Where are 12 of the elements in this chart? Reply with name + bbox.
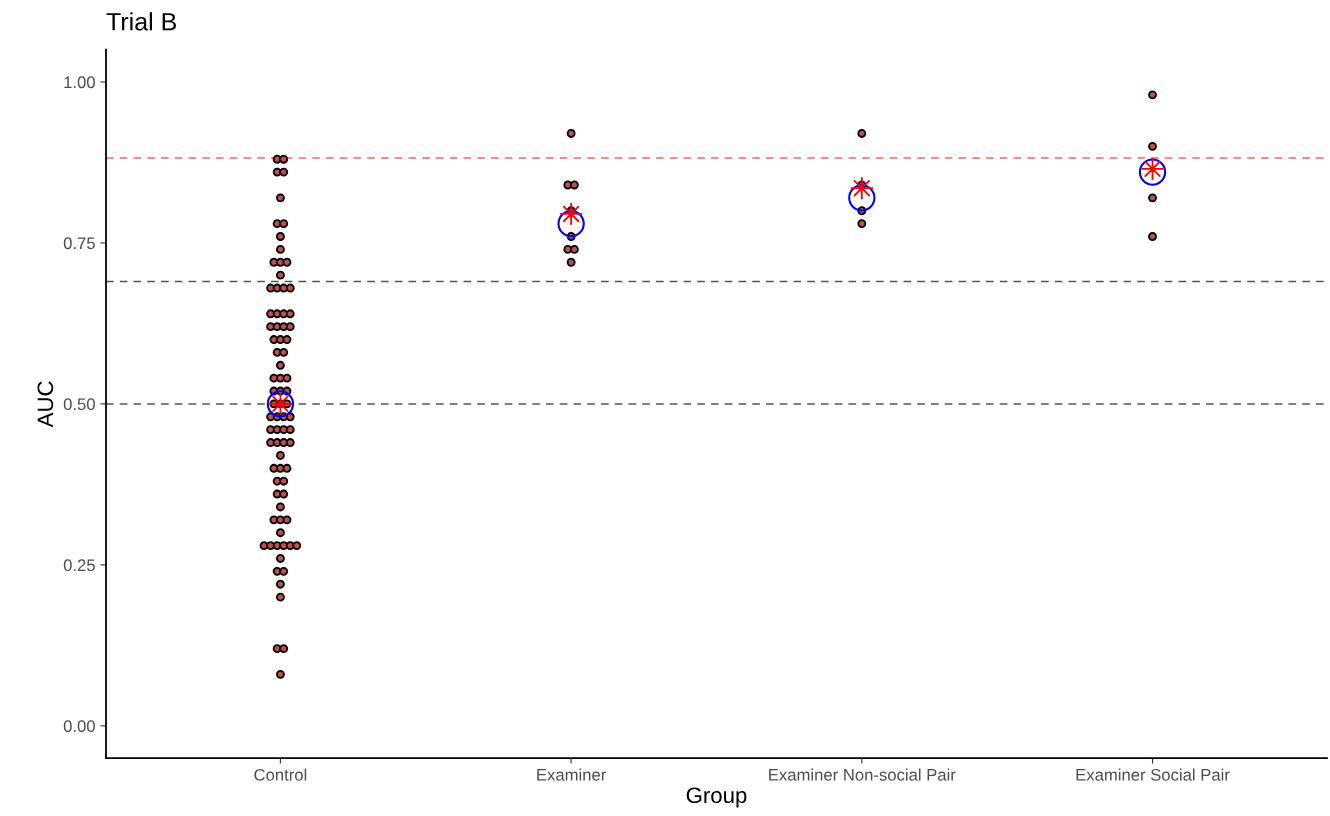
y-axis-title: AUC	[37, 381, 54, 428]
x-tick-label: Examiner	[537, 768, 607, 781]
y-tick-label: 0.25	[63, 559, 95, 572]
y-tick-label: 0.00	[63, 720, 95, 733]
x-tick-label: Control	[254, 768, 307, 781]
chart-title: Trial B	[106, 12, 176, 31]
y-tick-label: 1.00	[64, 76, 95, 89]
x-tick-label: Examiner Non-social Pair	[769, 768, 956, 781]
y-tick-label: 0.50	[63, 398, 95, 411]
x-tick-label: Examiner Social Pair	[1076, 768, 1230, 781]
y-tick-label: 0.75	[63, 237, 95, 250]
x-axis-title: Group	[686, 787, 747, 808]
